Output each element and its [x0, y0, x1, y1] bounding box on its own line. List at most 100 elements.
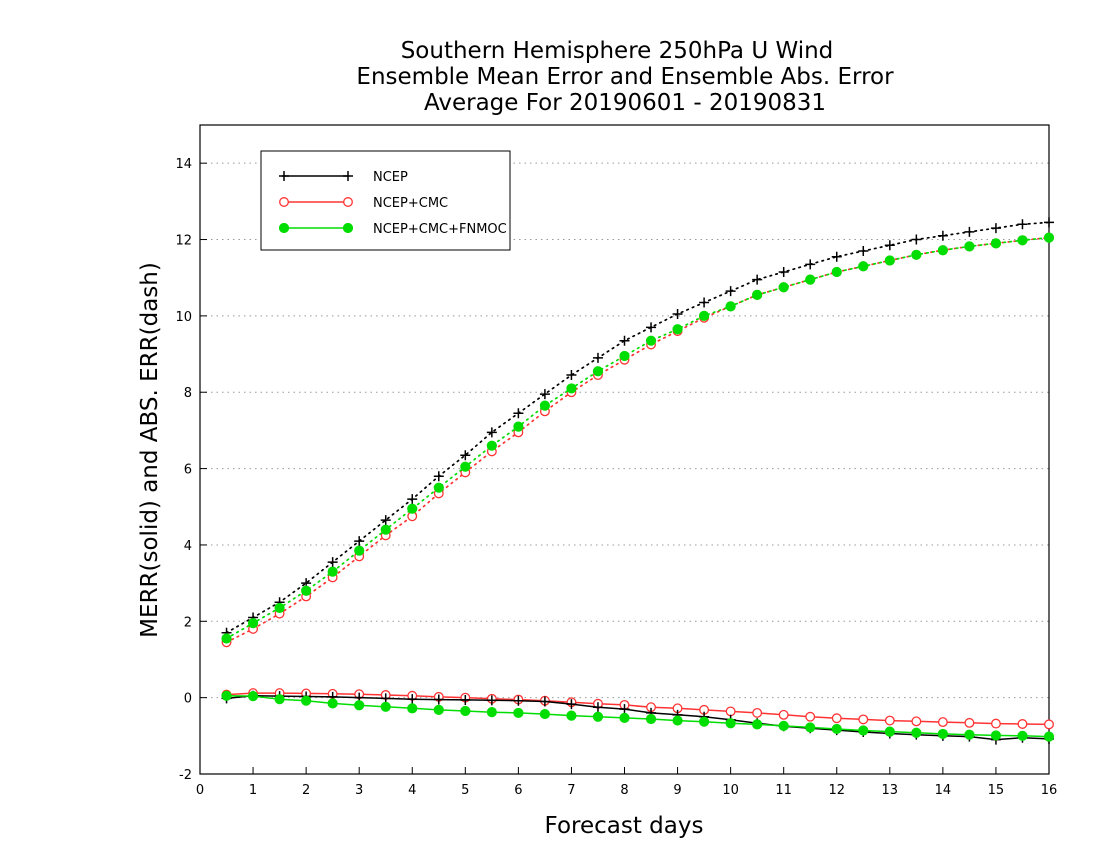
data-point [858, 245, 869, 256]
data-point [805, 259, 816, 270]
data-point [513, 707, 524, 719]
data-point [725, 301, 736, 312]
series-layer [221, 217, 1055, 745]
data-point [645, 335, 657, 346]
data-point [884, 726, 895, 737]
data-point [221, 690, 232, 701]
data-point [937, 245, 948, 256]
data-point [884, 255, 895, 266]
data-point [990, 238, 1002, 249]
data-point [1044, 719, 1054, 730]
x-tick-label: 5 [461, 783, 469, 798]
data-point [699, 297, 710, 308]
x-tick-label: 7 [567, 783, 575, 798]
data-point [619, 335, 630, 346]
legend-item-ncep: NCEP [279, 170, 408, 185]
data-point [778, 282, 789, 293]
data-point [911, 249, 922, 260]
data-point [752, 274, 763, 285]
data-point [343, 197, 353, 207]
data-point [486, 427, 497, 438]
data-point [247, 691, 259, 702]
data-point [380, 701, 391, 712]
abs-err-line-ncep [225, 221, 1050, 634]
data-point [911, 234, 922, 245]
data-point [460, 705, 471, 717]
legend-entries: NCEP NCEP+CMC NCEP+CMC+FNMOC [278, 170, 507, 237]
data-point [646, 322, 657, 333]
data-point [831, 713, 842, 724]
x-tick-label: 13 [882, 783, 899, 798]
data-point [327, 566, 338, 577]
data-point [539, 708, 551, 720]
series-ncep-cmc-fnmoc [221, 232, 1055, 742]
data-point [407, 503, 418, 514]
data-point [566, 383, 577, 394]
data-point [1017, 730, 1028, 741]
x-tick-label: 12 [828, 783, 845, 798]
legend-label: NCEP+CMC+FNMOC [373, 222, 507, 237]
data-point [1043, 731, 1055, 742]
data-point [858, 714, 869, 725]
legend-label: NCEP [373, 170, 408, 185]
y-tick-label: 14 [175, 157, 192, 172]
data-point [460, 461, 471, 472]
data-point [592, 711, 604, 722]
data-point [619, 712, 630, 723]
data-point [486, 695, 497, 706]
data-point [698, 716, 710, 727]
data-point [752, 289, 763, 300]
x-tick-label: 4 [408, 783, 416, 798]
y-tick-label: 10 [175, 310, 192, 325]
data-point [592, 702, 603, 713]
merr-line-ncep-cmc-fnmoc [226, 694, 1050, 738]
data-point [592, 352, 603, 363]
data-point [911, 727, 922, 738]
data-point [619, 704, 630, 715]
data-point [778, 709, 789, 720]
data-point [592, 366, 604, 377]
data-point [805, 274, 816, 285]
data-point [645, 713, 657, 725]
data-point [566, 370, 577, 381]
data-point [964, 729, 975, 740]
data-point [274, 602, 285, 614]
data-point [831, 266, 842, 278]
data-point [433, 471, 444, 482]
data-point [460, 694, 471, 705]
data-point [513, 695, 524, 706]
x-tick-label: 6 [514, 783, 522, 798]
series-ncep [221, 217, 1054, 745]
data-point [354, 536, 365, 547]
chart-title-line-2: Ensemble Mean Error and Ensemble Abs. Er… [356, 64, 894, 90]
data-point [539, 389, 550, 400]
legend-item-ncep-cmc: NCEP+CMC [279, 196, 448, 211]
data-point [619, 350, 630, 362]
data-point [279, 197, 289, 207]
x-tick-label: 10 [722, 783, 739, 798]
data-point [858, 725, 869, 736]
abs-err-line-ncep-cmc [225, 236, 1050, 644]
x-tick-label: 1 [249, 783, 257, 798]
data-point [1017, 719, 1028, 729]
data-point [539, 400, 551, 411]
data-point [513, 408, 524, 419]
data-point [380, 524, 391, 535]
data-point [433, 482, 444, 493]
data-point [725, 706, 736, 717]
x-tick-label: 11 [775, 783, 792, 798]
x-axis-label: Forecast days [545, 813, 704, 839]
data-point [778, 266, 789, 277]
data-point [407, 694, 418, 705]
data-point [752, 707, 763, 718]
x-tick-label: 14 [935, 783, 952, 798]
data-point [327, 557, 338, 568]
data-point [884, 715, 895, 726]
x-tick-label: 0 [196, 783, 204, 798]
data-point [1044, 217, 1054, 228]
legend: NCEP NCEP+CMC NCEP+CMC+FNMOC [260, 150, 511, 251]
data-point [672, 324, 683, 335]
data-point [486, 440, 497, 451]
data-point [279, 171, 289, 181]
